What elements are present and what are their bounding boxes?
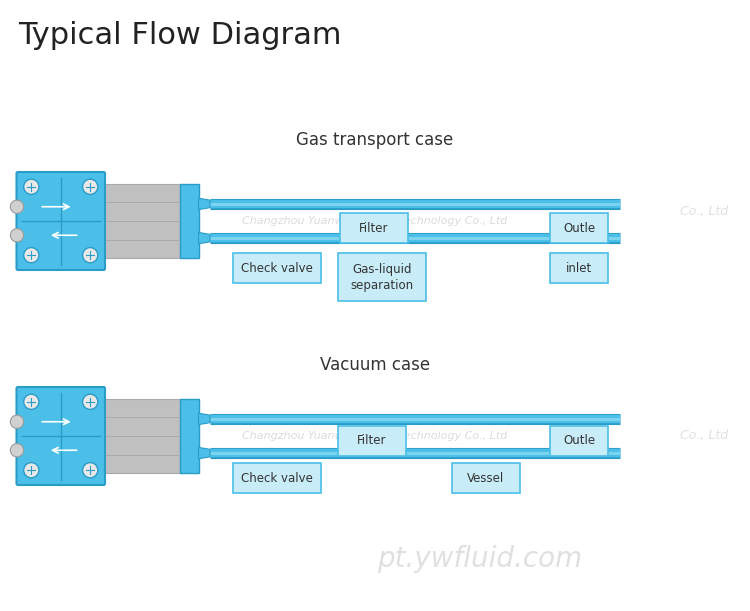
Text: Vacuum case: Vacuum case <box>320 356 430 374</box>
Circle shape <box>10 229 24 242</box>
Bar <box>233 463 321 493</box>
Text: Changzhou Yuanwang Fluid Technology Co., Ltd: Changzhou Yuanwang Fluid Technology Co.,… <box>242 216 508 226</box>
Text: Changzhou Yuanwang Fluid Technology Co., Ltd: Changzhou Yuanwang Fluid Technology Co.,… <box>242 431 508 441</box>
Text: Filter: Filter <box>357 434 387 447</box>
Bar <box>550 213 608 243</box>
Circle shape <box>82 179 98 194</box>
FancyBboxPatch shape <box>16 387 105 485</box>
Circle shape <box>10 415 24 428</box>
Polygon shape <box>199 413 210 425</box>
Text: Filter: Filter <box>359 222 388 235</box>
Circle shape <box>82 247 98 263</box>
Text: Vessel: Vessel <box>467 472 505 485</box>
Bar <box>179 184 199 258</box>
Circle shape <box>10 444 24 457</box>
Circle shape <box>24 179 39 194</box>
Circle shape <box>82 463 98 478</box>
Bar <box>233 253 321 283</box>
Bar <box>550 253 608 283</box>
FancyBboxPatch shape <box>16 172 105 270</box>
Bar <box>452 463 520 493</box>
Circle shape <box>24 394 39 409</box>
Bar <box>104 184 179 258</box>
Bar <box>179 399 199 473</box>
Bar <box>338 426 406 456</box>
Bar <box>550 426 608 456</box>
Text: Co., Ltd: Co., Ltd <box>680 205 728 218</box>
Text: Check valve: Check valve <box>241 472 313 485</box>
Text: Gas transport case: Gas transport case <box>296 131 454 149</box>
Circle shape <box>24 463 39 478</box>
Bar <box>338 253 426 301</box>
Bar <box>104 399 179 473</box>
Text: Gas-liquid
separation: Gas-liquid separation <box>350 263 413 291</box>
Text: Outle: Outle <box>563 222 595 235</box>
Text: Outle: Outle <box>563 434 595 447</box>
Polygon shape <box>199 447 210 459</box>
Circle shape <box>82 394 98 409</box>
Bar <box>340 213 408 243</box>
Polygon shape <box>199 232 210 244</box>
Text: Co., Ltd: Co., Ltd <box>680 430 728 442</box>
Polygon shape <box>199 198 210 210</box>
Text: Typical Flow Diagram: Typical Flow Diagram <box>18 21 341 50</box>
Text: pt.ywfluid.com: pt.ywfluid.com <box>377 545 583 573</box>
Circle shape <box>24 247 39 263</box>
Text: Check valve: Check valve <box>241 262 313 274</box>
Text: inlet: inlet <box>566 262 592 274</box>
Circle shape <box>10 200 24 213</box>
